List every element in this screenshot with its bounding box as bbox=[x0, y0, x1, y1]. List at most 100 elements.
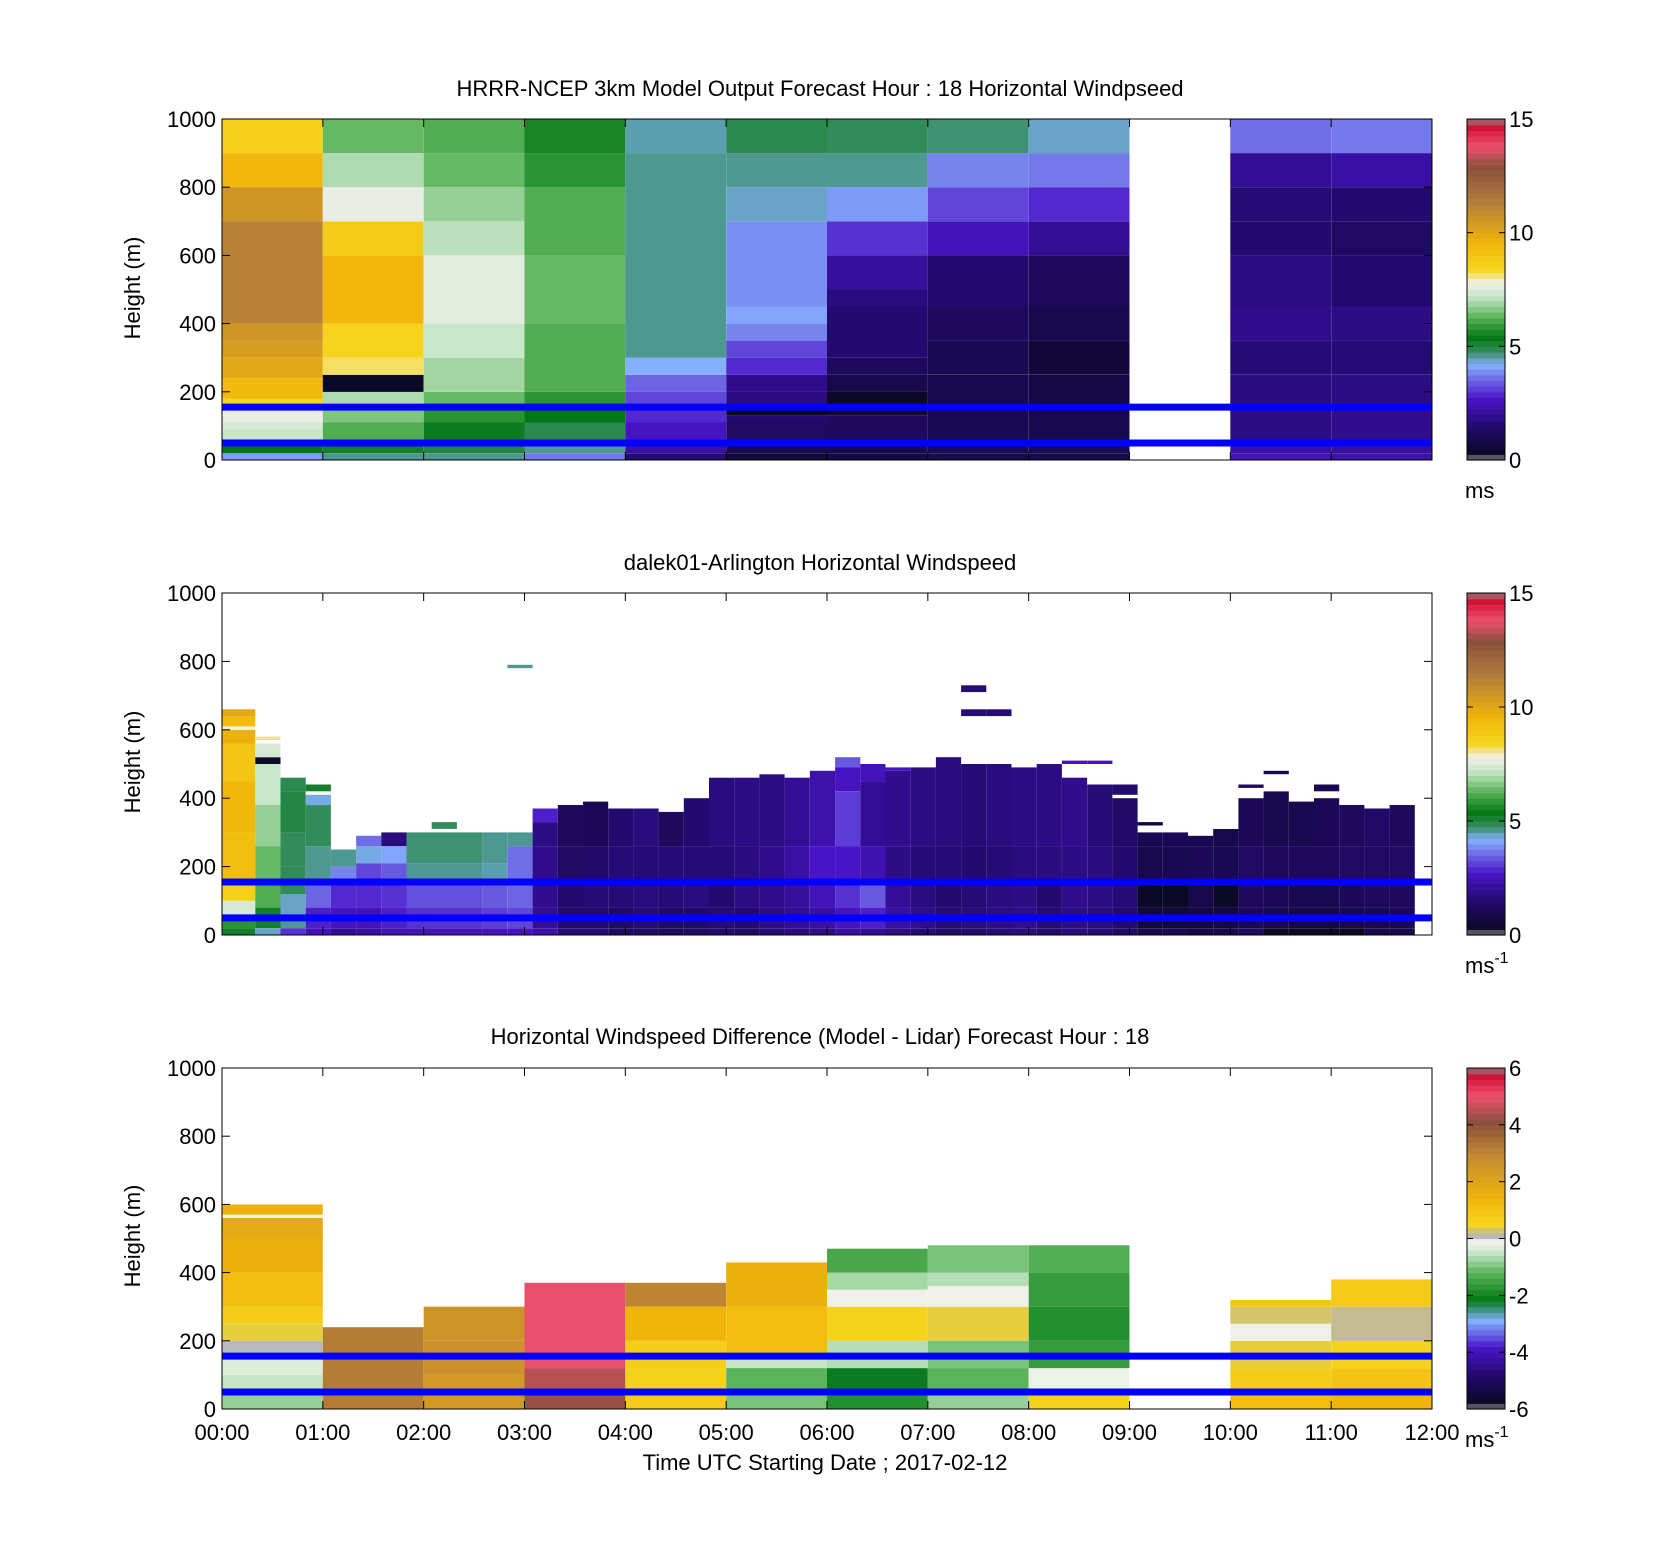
panel-windspeed-difference: Horizontal Windspeed Difference (Model -… bbox=[120, 1024, 1529, 1452]
colorbar-tick-label: 6 bbox=[1509, 1056, 1521, 1081]
colorbar-swatch bbox=[1467, 1068, 1505, 1075]
colorbar-swatch bbox=[1467, 593, 1505, 600]
heatmap-cell bbox=[1137, 928, 1163, 935]
colorbar-swatch bbox=[1467, 1232, 1505, 1240]
heatmap-cell bbox=[910, 928, 936, 935]
colorbar-swatch bbox=[1467, 221, 1505, 228]
heatmap-cell bbox=[759, 774, 785, 847]
heatmap-cell bbox=[1263, 928, 1289, 935]
heatmap-cell bbox=[222, 422, 323, 430]
colorbar-swatch bbox=[1467, 175, 1505, 183]
heatmap-cell bbox=[524, 255, 626, 324]
heatmap-cell bbox=[726, 422, 827, 440]
heatmap-cell bbox=[1331, 1306, 1432, 1341]
y-tick-label: 400 bbox=[179, 786, 216, 811]
heatmap-cell bbox=[1188, 846, 1214, 884]
heatmap-cell bbox=[927, 1286, 1029, 1307]
colorbar-swatch bbox=[1467, 300, 1505, 308]
heatmap-cell bbox=[1230, 408, 1332, 440]
heatmap-cell bbox=[726, 415, 827, 423]
x-tick-label: 03:00 bbox=[497, 1420, 552, 1445]
heatmap-cell bbox=[1011, 928, 1037, 935]
heatmap-cell bbox=[423, 221, 525, 256]
y-tick-label: 0 bbox=[204, 448, 216, 473]
heatmap-cell bbox=[986, 764, 1012, 847]
heatmap-cell bbox=[322, 408, 424, 423]
heatmap-cell bbox=[222, 1204, 323, 1215]
colorbar-swatch bbox=[1467, 855, 1505, 862]
colorbar-swatch bbox=[1467, 866, 1505, 873]
colorbar-unit: ms-1 bbox=[1465, 1424, 1509, 1452]
heatmap-cell bbox=[809, 770, 836, 846]
y-tick-label: 1000 bbox=[167, 581, 216, 606]
heatmap-cell bbox=[1331, 119, 1432, 154]
colorbar-swatch bbox=[1467, 849, 1505, 856]
heatmap-cell bbox=[625, 1282, 727, 1307]
y-tick-label: 0 bbox=[204, 1397, 216, 1422]
colorbar-swatch bbox=[1467, 1141, 1505, 1149]
heatmap-cell bbox=[927, 1306, 1029, 1341]
colorbar-swatch bbox=[1467, 1272, 1505, 1279]
heatmap-cell bbox=[406, 928, 483, 935]
heatmap-cell bbox=[1028, 1306, 1130, 1341]
heatmap-cell bbox=[860, 781, 886, 847]
heatmap-cell bbox=[322, 422, 424, 440]
y-tick-label: 1000 bbox=[167, 107, 216, 132]
colorbar-swatch bbox=[1467, 900, 1505, 908]
colorbar-swatch bbox=[1467, 369, 1505, 376]
heatmap-cells bbox=[222, 1204, 1432, 1409]
heatmap-cell bbox=[1137, 822, 1163, 826]
heatmap-cell bbox=[683, 798, 709, 847]
colorbar-swatch bbox=[1467, 340, 1505, 347]
colorbar-tick-label: 10 bbox=[1509, 221, 1533, 246]
heatmap-cell bbox=[1188, 928, 1214, 935]
heatmap-cell bbox=[532, 928, 558, 935]
heatmap-cell bbox=[356, 835, 382, 847]
heatmap-cell bbox=[1028, 340, 1130, 375]
heatmap-cell bbox=[726, 374, 827, 392]
colorbar-swatch bbox=[1467, 1255, 1505, 1262]
heatmap-cell bbox=[322, 1327, 424, 1409]
colorbar-swatch bbox=[1467, 701, 1505, 708]
heatmap-cell bbox=[507, 832, 533, 847]
heatmap-cell bbox=[827, 221, 928, 256]
colorbar-swatch bbox=[1467, 1340, 1505, 1348]
y-tick-label: 200 bbox=[179, 855, 216, 880]
heatmap-cell bbox=[726, 1306, 827, 1355]
heatmap-cell bbox=[330, 928, 357, 935]
colorbar-swatch bbox=[1467, 1289, 1505, 1296]
heatmap-cell bbox=[986, 846, 1012, 881]
heatmap-cell bbox=[1263, 883, 1289, 908]
heatmap-cell bbox=[1061, 777, 1088, 847]
heatmap-cell bbox=[809, 846, 836, 881]
colorbar-swatch bbox=[1467, 448, 1505, 455]
heatmap-cell bbox=[1028, 306, 1130, 341]
heatmap-cell bbox=[885, 770, 911, 846]
heatmap-cell bbox=[961, 709, 987, 717]
colorbar-swatch bbox=[1467, 627, 1505, 634]
heatmap-cell bbox=[1230, 1306, 1332, 1324]
heatmap-cell bbox=[1230, 221, 1332, 256]
colorbar-swatch bbox=[1467, 192, 1505, 200]
colorbar-tick-label: -6 bbox=[1509, 1397, 1529, 1422]
colorbar-swatch bbox=[1467, 718, 1505, 725]
heatmap-cell bbox=[726, 1368, 827, 1389]
y-axis: 0 200 400 600 800 1000 bbox=[167, 107, 1432, 473]
colorbar-swatch bbox=[1467, 408, 1505, 416]
colorbar-swatch bbox=[1467, 1278, 1505, 1285]
heatmap-cell bbox=[1339, 883, 1365, 908]
heatmap-cell bbox=[1028, 374, 1130, 409]
colorbar-tick-label: 0 bbox=[1509, 923, 1521, 948]
colorbar-swatch bbox=[1467, 1158, 1505, 1166]
heatmap-cell bbox=[885, 767, 911, 771]
colorbar-swatch bbox=[1467, 655, 1505, 662]
colorbar-swatch bbox=[1467, 650, 1505, 657]
heatmap-cell bbox=[1288, 846, 1314, 884]
colorbar-swatch bbox=[1467, 420, 1505, 427]
heatmap-cell bbox=[507, 928, 533, 935]
heatmap-cell bbox=[625, 153, 727, 358]
heatmap-cell bbox=[524, 408, 626, 423]
heatmap-cell bbox=[1011, 767, 1037, 847]
x-ticks: 00:00 01:00 02:00 03:00 04:00 05:00 06:00 07:00… bbox=[194, 1068, 1460, 1445]
heatmap-cell bbox=[927, 119, 1029, 154]
